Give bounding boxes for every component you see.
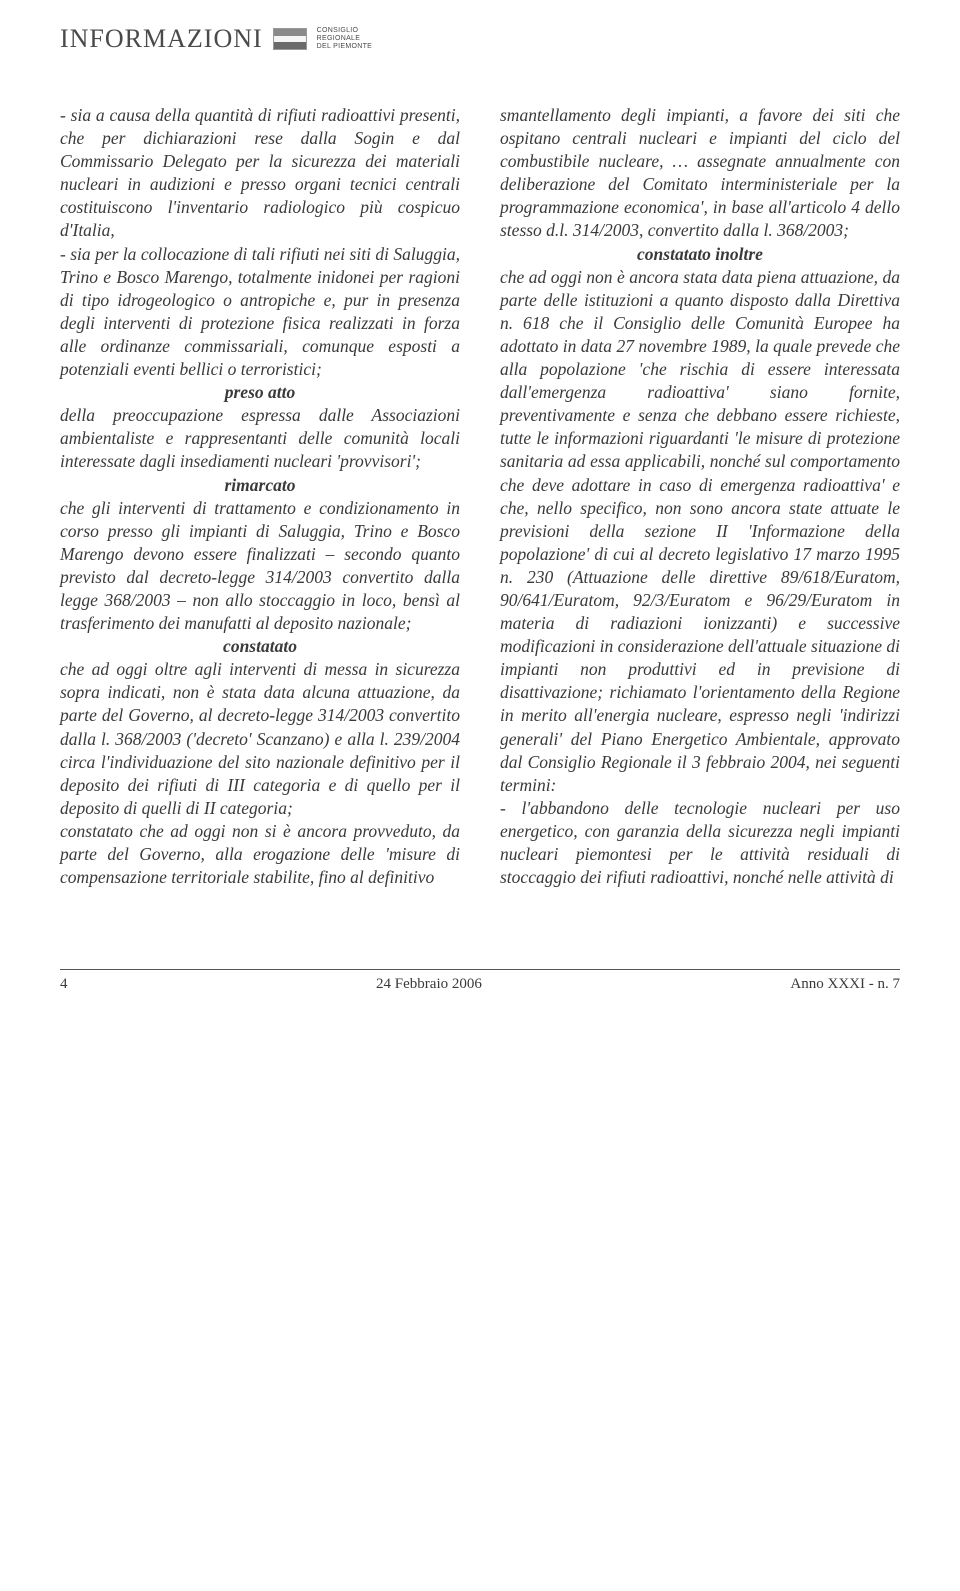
paragraph: che gli interventi di trattamento e cond… [60,497,460,636]
flag-icon [273,28,307,50]
page-number: 4 [60,976,68,993]
left-column: - sia a causa della quantità di rifiuti … [60,104,460,889]
publication-title: INFORMAZIONI [60,24,263,54]
org-line: REGIONALE [317,35,372,43]
footer-date: 24 Febbraio 2006 [376,976,482,993]
right-column: smantellamento degli impianti, a favore … [500,104,900,889]
body-columns: - sia a causa della quantità di rifiuti … [60,104,900,889]
paragraph: che ad oggi oltre agli interventi di mes… [60,658,460,820]
paragraph: che ad oggi non è ancora stata data pien… [500,266,900,797]
section-heading: rimarcato [60,474,460,497]
org-line: CONSIGLIO [317,27,372,35]
page-footer: 4 24 Febbraio 2006 Anno XXXI - n. 7 [0,970,960,1013]
paragraph: constatato che ad oggi non si è ancora p… [60,820,460,889]
section-heading: constatato [60,635,460,658]
paragraph: - sia a causa della quantità di rifiuti … [60,104,460,243]
org-line: DEL PIEMONTE [317,43,372,51]
organization-label: CONSIGLIO REGIONALE DEL PIEMONTE [317,27,372,50]
section-heading: constatato inoltre [500,243,900,266]
page-container: INFORMAZIONI CONSIGLIO REGIONALE DEL PIE… [0,0,960,919]
masthead: INFORMAZIONI CONSIGLIO REGIONALE DEL PIE… [60,24,900,54]
issue-label: Anno XXXI - n. 7 [790,976,900,993]
paragraph: della preoccupazione espressa dalle Asso… [60,404,460,473]
section-heading: preso atto [60,381,460,404]
paragraph: - sia per la collocazione di tali rifiut… [60,243,460,382]
paragraph: smantellamento degli impianti, a favore … [500,104,900,243]
paragraph: - l'abbandono delle tecnologie nucleari … [500,797,900,889]
